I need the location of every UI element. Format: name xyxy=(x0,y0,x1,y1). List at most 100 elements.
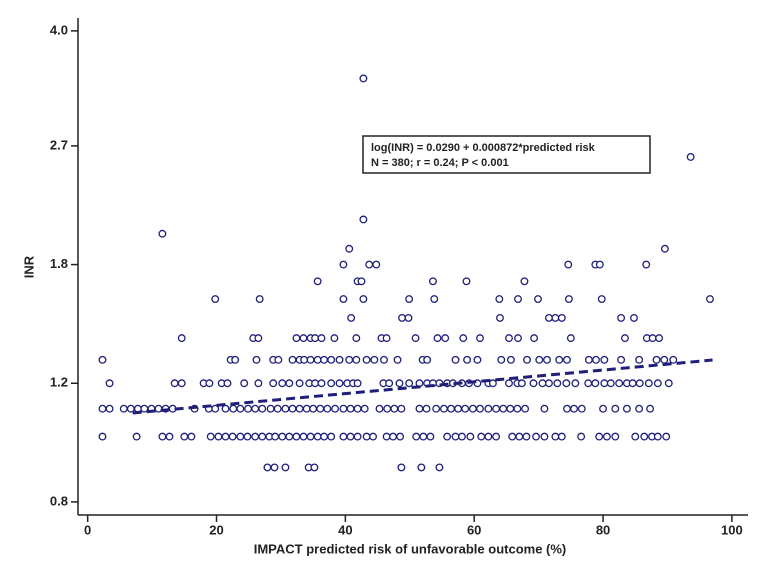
point xyxy=(577,404,586,413)
point xyxy=(553,379,562,388)
point xyxy=(365,260,374,269)
point xyxy=(640,432,649,441)
point xyxy=(451,355,460,364)
point xyxy=(458,432,466,441)
point xyxy=(405,379,414,388)
y-axis-label: INR xyxy=(21,255,36,278)
point xyxy=(352,334,361,343)
point xyxy=(382,334,391,343)
annotation-box xyxy=(362,135,651,174)
point xyxy=(228,432,237,441)
point xyxy=(229,404,238,413)
point xyxy=(430,295,439,303)
point xyxy=(630,313,638,322)
point xyxy=(258,432,267,441)
point xyxy=(622,404,631,413)
point xyxy=(320,355,329,364)
point xyxy=(359,215,368,224)
point xyxy=(635,379,644,388)
point xyxy=(415,404,424,413)
point xyxy=(274,355,283,364)
point xyxy=(540,432,549,441)
point xyxy=(577,432,586,441)
point xyxy=(600,355,609,364)
point xyxy=(477,432,486,441)
point xyxy=(628,379,637,388)
point xyxy=(653,432,662,441)
point xyxy=(211,404,220,413)
point xyxy=(251,404,260,413)
annotation: N = 380; r = 0.24; P < 0.001 xyxy=(371,157,509,169)
point xyxy=(270,463,279,472)
point xyxy=(285,432,294,441)
point xyxy=(563,355,571,364)
point xyxy=(412,432,421,441)
point xyxy=(662,432,671,441)
point xyxy=(597,295,606,303)
point xyxy=(432,404,441,413)
point xyxy=(463,355,472,364)
point xyxy=(515,432,524,441)
point xyxy=(706,295,714,303)
point xyxy=(499,404,508,413)
point xyxy=(231,355,240,364)
point xyxy=(306,355,315,364)
point xyxy=(105,379,114,388)
point xyxy=(454,404,463,413)
point xyxy=(295,379,304,388)
point xyxy=(255,295,264,303)
x-tick-label: 80 xyxy=(596,522,610,537)
point xyxy=(393,355,402,364)
point xyxy=(285,379,294,388)
point xyxy=(223,379,232,388)
point xyxy=(652,355,661,364)
point xyxy=(517,379,526,388)
point xyxy=(98,432,107,441)
point xyxy=(339,432,348,441)
point xyxy=(317,379,326,388)
point xyxy=(521,404,530,413)
point xyxy=(271,432,280,441)
point xyxy=(269,379,278,388)
point xyxy=(642,260,651,269)
point xyxy=(422,404,431,413)
point xyxy=(404,313,413,322)
point xyxy=(335,355,344,364)
point xyxy=(514,295,522,303)
point xyxy=(360,404,369,413)
point xyxy=(335,379,344,388)
point xyxy=(300,355,309,364)
point xyxy=(563,404,571,413)
point xyxy=(476,404,484,413)
point xyxy=(369,432,378,441)
point xyxy=(313,277,322,286)
point xyxy=(382,432,391,441)
point xyxy=(615,379,624,388)
point xyxy=(600,379,609,388)
point xyxy=(177,379,186,388)
point xyxy=(660,355,669,364)
point xyxy=(263,463,272,472)
point xyxy=(505,334,513,343)
point xyxy=(313,355,322,364)
point xyxy=(385,379,394,388)
point xyxy=(544,313,553,322)
point xyxy=(180,432,189,441)
point xyxy=(476,334,484,343)
point xyxy=(258,404,267,413)
point xyxy=(252,355,261,364)
point xyxy=(570,404,579,413)
x-tick-label: 20 xyxy=(209,522,223,537)
point xyxy=(551,432,560,441)
point xyxy=(439,404,448,413)
point xyxy=(362,355,371,364)
point xyxy=(602,432,611,441)
point xyxy=(132,432,141,441)
point xyxy=(383,404,392,413)
point xyxy=(320,432,329,441)
point xyxy=(339,260,348,269)
point xyxy=(353,404,362,413)
point xyxy=(522,432,531,441)
point xyxy=(595,432,604,441)
point xyxy=(362,432,371,441)
